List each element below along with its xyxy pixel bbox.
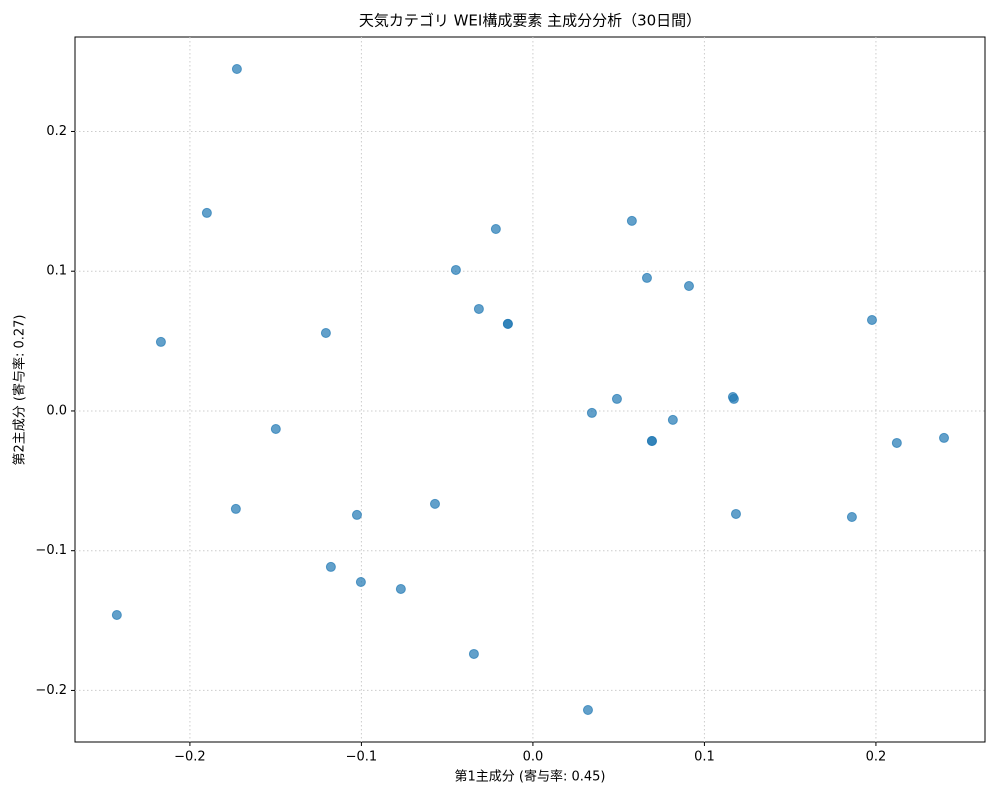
chart-title: 天気カテゴリ WEI構成要素 主成分分析（30日間）	[359, 12, 701, 30]
y-tick-label: −0.1	[35, 543, 67, 558]
scatter-point	[395, 583, 406, 594]
scatter-point	[429, 498, 440, 509]
x-tick-label: 0.1	[694, 750, 715, 765]
x-tick-label: 0.0	[523, 750, 544, 765]
scatter-point	[939, 432, 950, 443]
scatter-point	[728, 393, 739, 404]
scatter-point	[891, 437, 902, 448]
y-tick-label: 0.2	[46, 124, 67, 139]
scatter-point	[450, 264, 461, 275]
scatter-point	[683, 281, 694, 292]
scatter-point	[155, 336, 166, 347]
scatter-point	[730, 508, 741, 519]
x-axis-label: 第1主成分 (寄与率: 0.45)	[454, 769, 605, 785]
scatter-point	[866, 314, 877, 325]
plot-frame	[74, 36, 986, 743]
scatter-point	[667, 414, 678, 425]
scatter-point	[586, 407, 597, 418]
scatter-point	[502, 318, 513, 329]
scatter-point	[231, 64, 242, 75]
scatter-point	[611, 393, 622, 404]
y-axis-label: 第2主成分 (寄与率: 0.27)	[12, 314, 28, 465]
y-tick-label: 0.0	[46, 403, 67, 418]
scatter-point	[351, 509, 362, 520]
scatter-point	[201, 207, 212, 218]
scatter-point	[270, 423, 281, 434]
scatter-point	[641, 272, 652, 283]
scatter-point	[626, 215, 637, 226]
y-tick-label: 0.1	[46, 264, 67, 279]
scatter-point	[468, 648, 479, 659]
scatter-point	[582, 704, 593, 715]
scatter-point	[355, 576, 366, 587]
scatter-point	[325, 561, 336, 572]
x-tick-label: 0.2	[866, 750, 887, 765]
x-tick-label: −0.1	[346, 750, 378, 765]
scatter-point	[646, 435, 657, 446]
scatter-point	[111, 609, 122, 620]
x-tick-label: −0.2	[174, 750, 206, 765]
scatter-point	[473, 303, 484, 314]
scatter-point	[846, 512, 857, 523]
y-tick-label: −0.2	[35, 683, 67, 698]
scatter-point	[230, 503, 241, 514]
scatter-point	[320, 327, 331, 338]
scatter-point	[490, 224, 501, 235]
